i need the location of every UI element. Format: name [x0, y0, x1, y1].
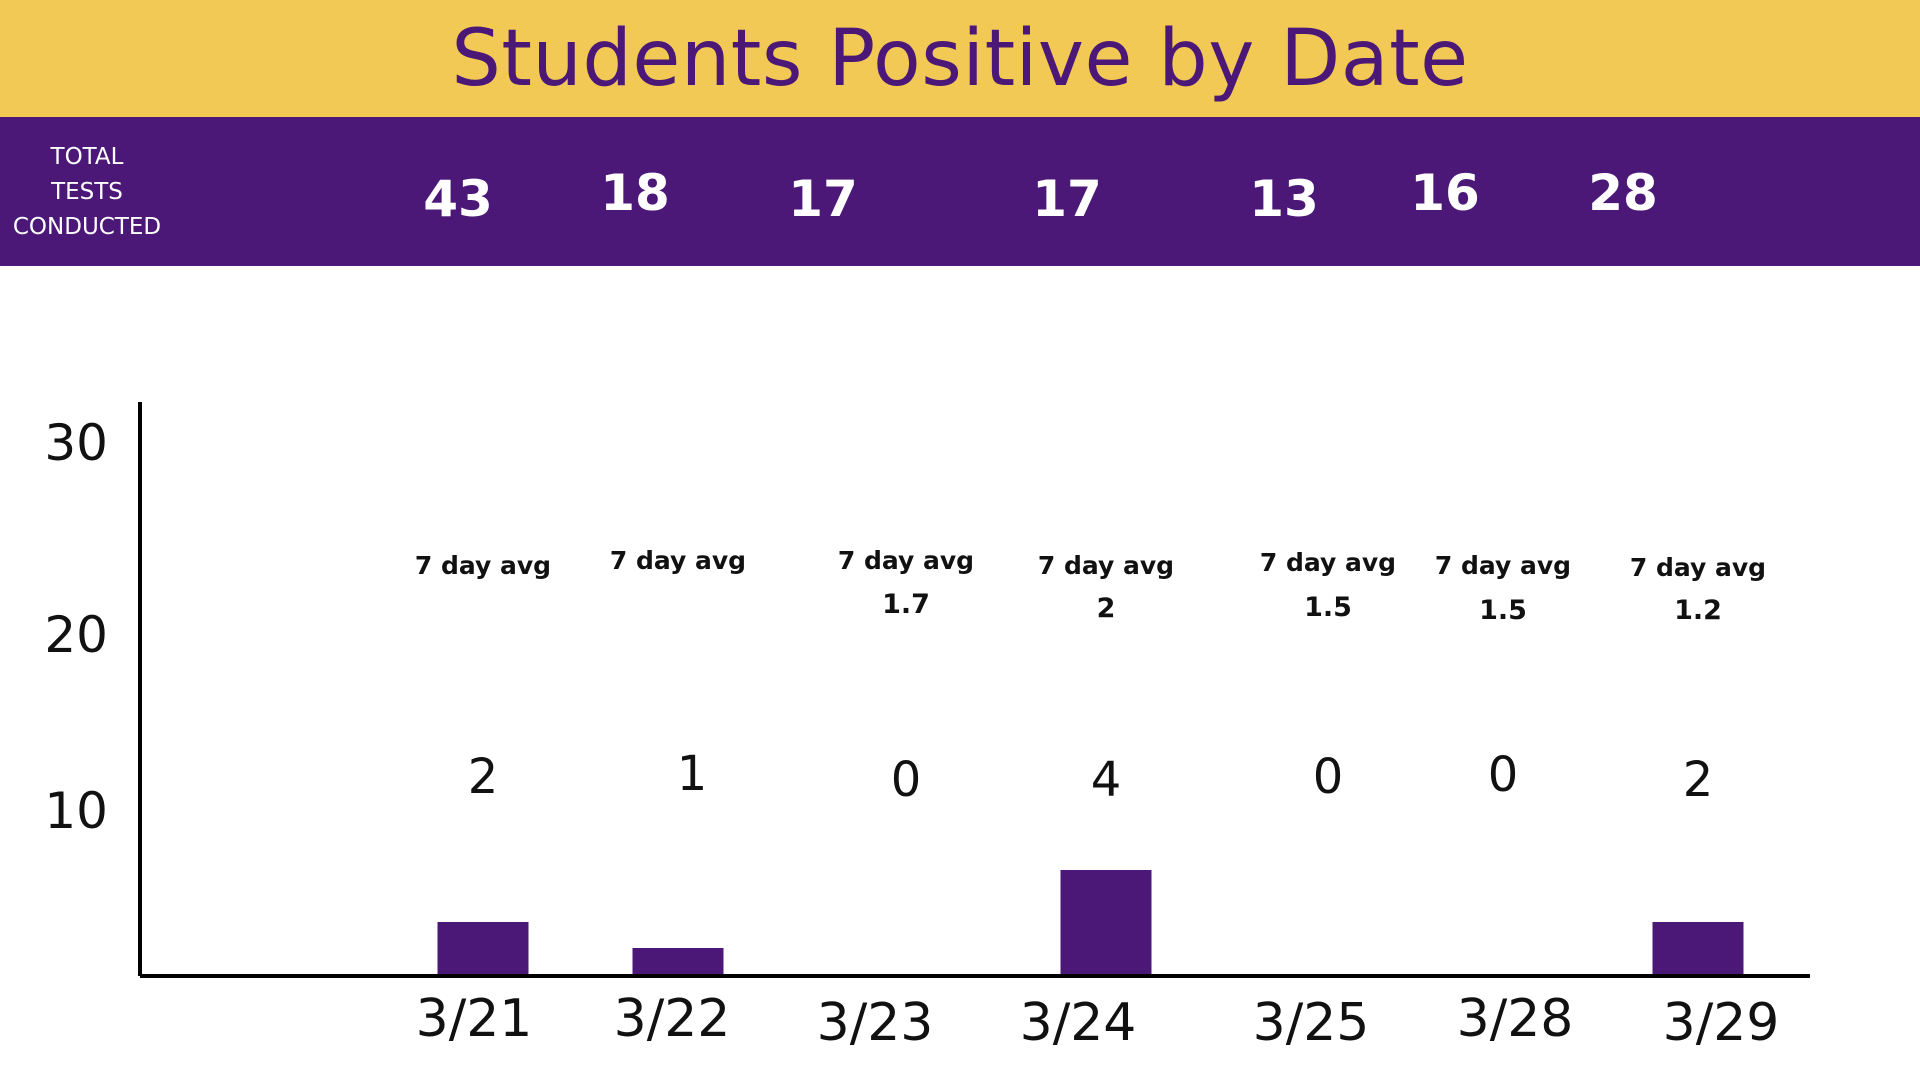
avg-title-3-24: 7 day avg: [1038, 551, 1174, 580]
avg-title-3-22: 7 day avg: [610, 546, 746, 575]
avg-title-3-21: 7 day avg: [415, 551, 551, 580]
y-tick-label: 10: [44, 782, 108, 840]
avg-value-3-29: 1.2: [1674, 595, 1722, 626]
bar-3-24: [1060, 870, 1152, 974]
bars-layer: [437, 870, 1744, 974]
tests-value-3-28: 16: [1410, 164, 1480, 222]
avg-value-3-23: 1.7: [882, 589, 930, 620]
avg-value-3-25: 1.5: [1304, 592, 1352, 623]
bar-3-21: [437, 922, 529, 974]
tests-value-3-25: 13: [1249, 170, 1319, 228]
tests-value-3-23: 17: [788, 170, 858, 228]
bar-value-label-3-24: 4: [1091, 752, 1122, 808]
tests-label-line: TESTS: [51, 179, 123, 205]
bar-value-label-3-28: 0: [1488, 747, 1519, 803]
tests-value-3-24: 17: [1032, 170, 1102, 228]
tests-label-line: TOTAL: [50, 144, 124, 170]
bar-value-label-3-21: 2: [468, 749, 499, 805]
avg-value-3-28: 1.5: [1479, 595, 1527, 626]
avg-value-3-24: 2: [1097, 593, 1116, 624]
bar-value-label-3-25: 0: [1313, 749, 1344, 805]
bar-3-22: [632, 948, 724, 974]
x-tick-label-3-25: 3/25: [1253, 993, 1370, 1053]
tests-label-line: CONDUCTED: [12, 214, 162, 240]
x-tick-label-3-21: 3/21: [416, 989, 533, 1049]
x-tick-label-3-28: 3/28: [1457, 989, 1574, 1049]
x-tick-label-3-23: 3/23: [817, 993, 934, 1053]
x-tick-label-3-22: 3/22: [614, 989, 731, 1049]
tests-value-3-29: 28: [1588, 164, 1658, 222]
bar-value-label-3-22: 1: [677, 746, 708, 802]
tests-band: [0, 117, 1920, 266]
tests-value-3-22: 18: [600, 164, 670, 222]
title-band: Students Positive by Date: [0, 0, 1920, 117]
bar-value-label-3-23: 0: [891, 752, 922, 808]
y-tick-label: 30: [44, 414, 108, 472]
y-tick-label: 20: [44, 606, 108, 664]
tests-label: TOTAL TESTS CONDUCTED: [0, 140, 174, 245]
x-tick-label-3-29: 3/29: [1663, 993, 1780, 1053]
avg-title-3-23: 7 day avg: [838, 546, 974, 575]
avg-title-3-25: 7 day avg: [1260, 548, 1396, 577]
tests-value-3-21: 43: [423, 170, 493, 228]
bar-3-29: [1652, 922, 1744, 974]
bar-value-label-3-29: 2: [1683, 752, 1714, 808]
x-tick-label-3-24: 3/24: [1020, 993, 1137, 1053]
page-title: Students Positive by Date: [451, 13, 1469, 104]
avg-title-3-28: 7 day avg: [1435, 551, 1571, 580]
avg-title-3-29: 7 day avg: [1630, 553, 1766, 582]
